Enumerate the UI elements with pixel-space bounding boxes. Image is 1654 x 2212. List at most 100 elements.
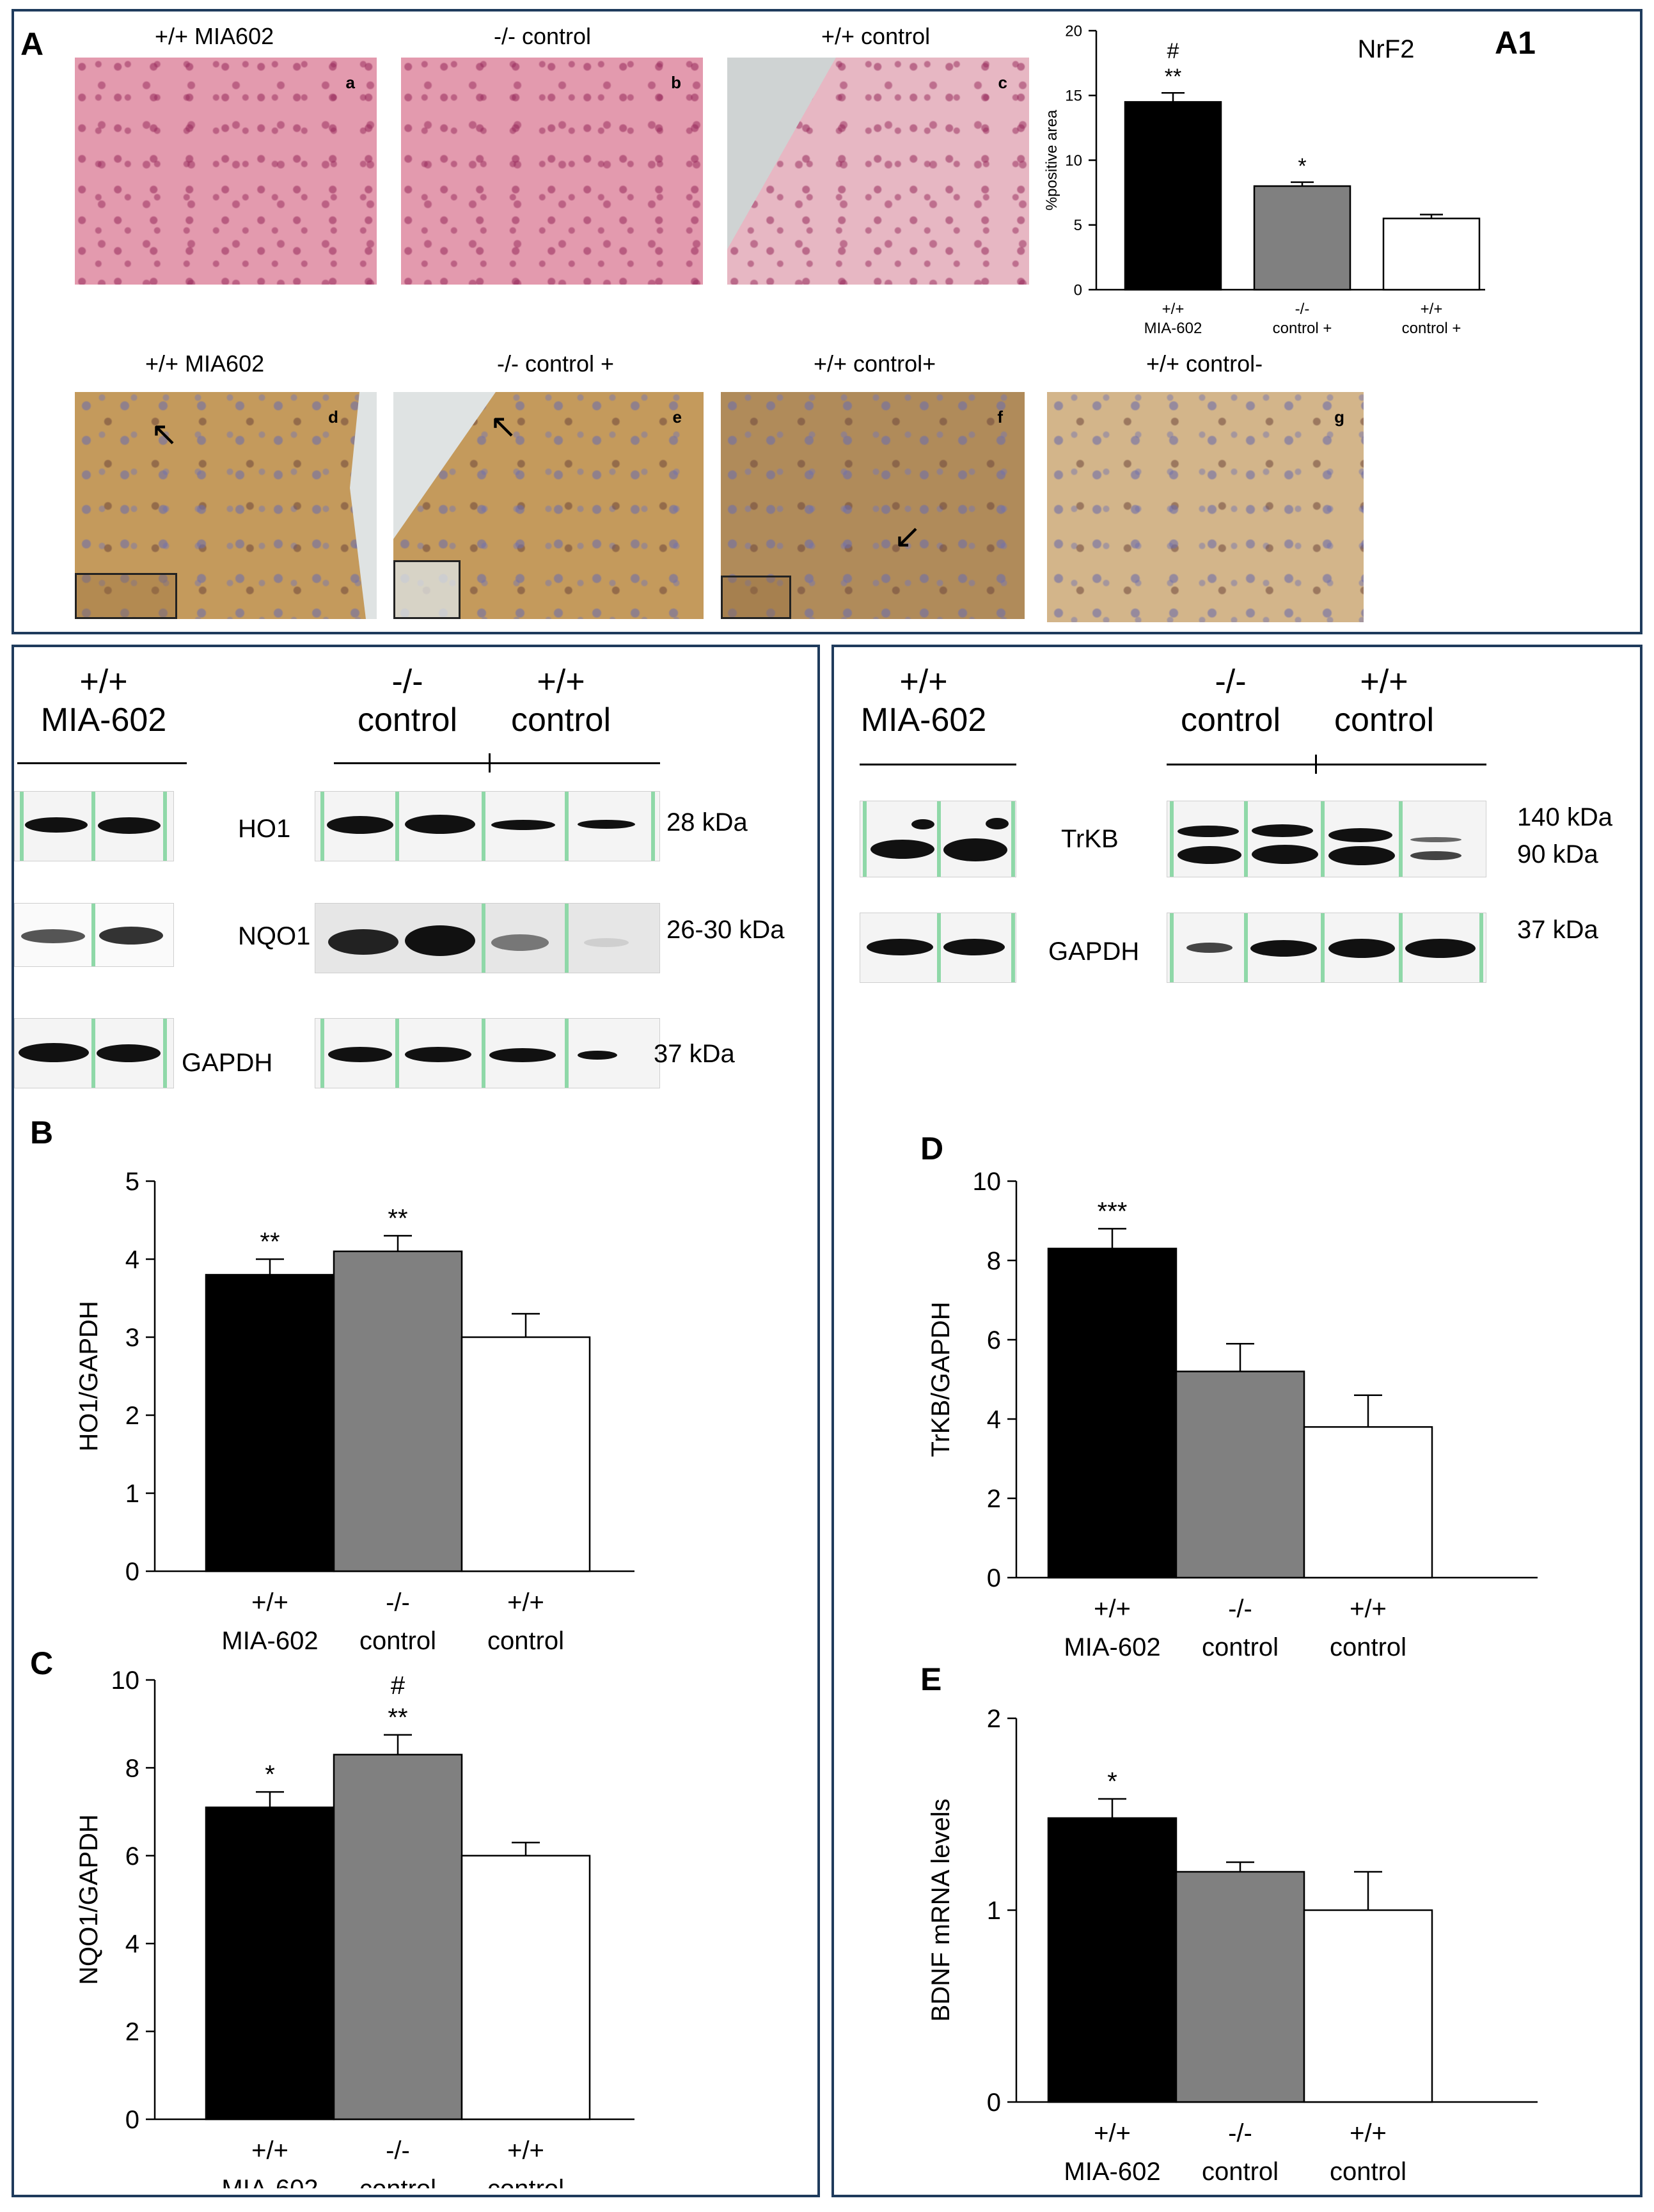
antibody-label-trkb: TrKB (1061, 825, 1119, 853)
significance-marker: ** (1165, 65, 1181, 89)
blot-nqo1-left (14, 903, 174, 967)
y-tick-label: 0 (987, 2089, 1001, 2117)
bar (1382, 217, 1481, 291)
micrograph-letter-b: b (671, 73, 681, 92)
micrograph-ihc-g: g (1047, 392, 1364, 622)
bar (461, 1855, 591, 2121)
y-axis-label: %positive area (1043, 109, 1060, 210)
lane-marker (482, 792, 485, 861)
significance-marker: ** (388, 1704, 407, 1732)
kda-trkb-140: 140 kDa (1517, 803, 1612, 831)
bar (1303, 1426, 1433, 1579)
lane-marker (482, 1019, 485, 1088)
blot-group-1: +/+ MIA-602 (847, 663, 1000, 740)
lane-marker (91, 1019, 95, 1088)
y-axis-label: HO1/GAPDH (75, 1301, 103, 1452)
band (1410, 851, 1461, 860)
bar (1175, 1871, 1305, 2103)
tissue-edge (727, 58, 836, 249)
inset-box (393, 560, 461, 619)
micrograph-ihc-d: d ↖ (75, 392, 377, 619)
lane-marker (1170, 913, 1174, 982)
x-tick-label: +/+ (1421, 301, 1443, 318)
blot-group-3: +/+ control (1320, 663, 1448, 740)
micrograph-ihc-f: f ↙ (721, 392, 1025, 619)
x-tick-label: -/- (1295, 301, 1310, 318)
band (328, 1047, 392, 1062)
group-1-genotype: +/+ (899, 663, 948, 700)
panel-letter-a: A (20, 26, 44, 62)
significance-marker: * (1298, 154, 1306, 178)
significance-marker: # (391, 1672, 406, 1700)
inset-box (721, 576, 791, 619)
y-tick-label: 1 (987, 1897, 1001, 1925)
band (327, 816, 393, 834)
chart-c-nqo1: 0 2 4 6 8 10 NQO1/GAPDH * +/+ MIA-602 ** # -/- contro… (75, 1667, 634, 2188)
micrograph-label-c: +/+ control (821, 23, 931, 49)
y-tick-label: 4 (987, 1406, 1001, 1434)
x-tick-label: +/+ (1350, 2119, 1387, 2147)
bar (1047, 1248, 1177, 1579)
band (1328, 828, 1392, 842)
x-tick-label: +/+ (251, 1588, 288, 1617)
y-tick-label: 8 (987, 1247, 1001, 1275)
micrograph-letter-a: a (345, 73, 355, 92)
lane-marker (395, 792, 399, 861)
bar (1124, 101, 1222, 291)
y-tick-label: 10 (111, 1667, 140, 1695)
blot-group-2: -/- control (1167, 663, 1295, 740)
panel-letter-c: C (30, 1645, 54, 1681)
band (986, 818, 1009, 829)
kda-trkb-90: 90 kDa (1517, 840, 1598, 868)
x-tick-label: +/+ (251, 2137, 288, 2165)
band (491, 934, 549, 951)
x-tick-label: -/- (386, 1588, 410, 1617)
bar (461, 1336, 591, 1573)
blot-gapdh-right (1167, 913, 1486, 983)
lane-marker (1321, 913, 1325, 982)
x-tick-label: -/- (1228, 2119, 1252, 2147)
kda-gapdh: 37 kDa (1517, 916, 1598, 944)
x-tick-label: control + (1273, 320, 1332, 337)
blot-gapdh-left (14, 1018, 174, 1088)
group-3-treatment: control (1334, 701, 1435, 739)
y-tick-label: 0 (125, 2106, 139, 2134)
y-tick-label: 20 (1065, 22, 1082, 40)
group-2-genotype: -/- (1215, 663, 1247, 700)
lane-marker (482, 904, 485, 973)
chart-e-bdnf: 0 1 2 BDNF mRNA levels * +/+ MIA-602 -/- control… (927, 1705, 1538, 2186)
lane-marker (565, 792, 569, 861)
micrograph-label-b: -/- control (494, 23, 592, 49)
blot-group-3: +/+ control (497, 663, 625, 740)
group-2-genotype: -/- (391, 663, 423, 700)
x-tick-label: MIA-602 (1064, 2158, 1160, 2186)
lane-marker (1479, 913, 1483, 982)
lane-marker (1244, 913, 1248, 982)
y-tick-label: 15 (1065, 88, 1082, 105)
y-tick-label: 3 (125, 1324, 139, 1352)
group-3-genotype: +/+ (537, 663, 585, 700)
antibody-label-gapdh: GAPDH (1048, 937, 1140, 966)
band (1186, 943, 1233, 953)
lane-marker (1244, 801, 1248, 877)
bar (1303, 1909, 1433, 2103)
lane-marker (937, 801, 941, 877)
band (1177, 826, 1239, 837)
group-2-treatment: control (357, 701, 458, 739)
lane-marker (1011, 913, 1015, 982)
kda-ho1: 28 kDa (666, 808, 748, 836)
y-tick-label: 10 (1065, 152, 1082, 169)
band (911, 819, 934, 829)
lane-marker (91, 792, 95, 861)
panel-letter-b: B (30, 1115, 54, 1150)
y-tick-label: 4 (125, 1930, 139, 1958)
lane-marker (395, 1019, 399, 1088)
band (1250, 940, 1317, 957)
y-tick-label: 2 (125, 1402, 139, 1430)
band (405, 815, 475, 834)
blot-ho1-left (14, 791, 174, 861)
y-axis-label: TrKB/GAPDH (927, 1302, 955, 1457)
group-divider-tick (489, 753, 491, 773)
group-3-treatment: control (510, 701, 611, 739)
y-tick-label: 2 (987, 1705, 1001, 1733)
